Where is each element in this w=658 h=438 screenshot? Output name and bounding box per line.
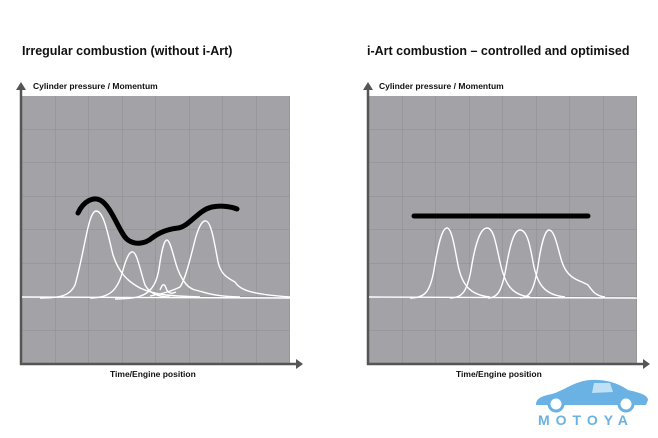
right-y-axis-label: Cylinder pressure / Momentum — [379, 81, 504, 91]
left-grid — [22, 96, 290, 363]
right-x-axis-label: Time/Engine position — [456, 369, 542, 379]
right-panel-title: i-Art combustion – controlled and optimi… — [367, 44, 630, 58]
right-pressure-curves — [368, 227, 638, 299]
right-axes — [363, 82, 650, 369]
left-panel-title: Irregular combustion (without i-Art) — [22, 44, 233, 58]
watermark-text: MOTOYA — [538, 412, 634, 428]
left-momentum-curve — [75, 196, 240, 246]
left-x-axis-label: Time/Engine position — [110, 369, 196, 379]
left-y-axis-label: Cylinder pressure / Momentum — [33, 81, 158, 91]
left-axes — [16, 82, 303, 369]
left-pressure-curves — [21, 210, 291, 300]
right-grid — [369, 96, 637, 363]
car-logo-icon — [536, 379, 648, 413]
